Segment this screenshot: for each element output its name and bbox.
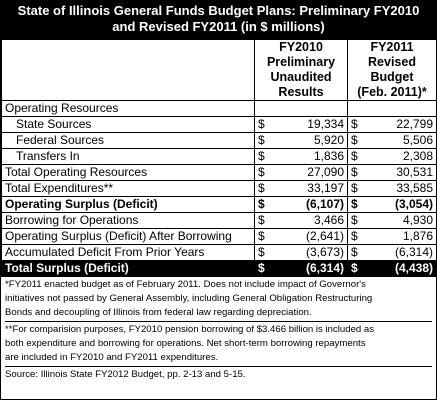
title-line-1: State of Illinois General Funds Budget P… xyxy=(17,3,420,18)
currency-cell: $ xyxy=(254,212,269,229)
table-row: Transfers In $ 1,836 $ 2,308 xyxy=(1,148,437,165)
table-row: Total Expenditures** $ 33,197 $ 33,585 xyxy=(1,180,437,197)
value-fy2010: 3,466 xyxy=(268,212,348,229)
value-fy2010: 1,836 xyxy=(268,148,348,165)
currency-cell: $ xyxy=(347,260,362,277)
currency-cell: $ xyxy=(254,180,269,197)
header-fy2010-line: Preliminary xyxy=(266,55,336,69)
value-fy2010: (6,107) xyxy=(268,196,348,213)
footnote-line: Bonds and decoupling of Illinois from fe… xyxy=(5,307,312,318)
currency-cell xyxy=(347,100,362,117)
header-fy2011: FY2011 Revised Budget (Feb. 2011)* xyxy=(346,39,437,101)
currency-cell: $ xyxy=(254,260,269,277)
value-fy2011: (4,438) xyxy=(361,260,437,277)
value-fy2010 xyxy=(268,100,348,117)
table-row: Federal Sources $ 5,920 $ 5,506 xyxy=(1,132,437,149)
header-row: FY2010 Preliminary Unaudited Results FY2… xyxy=(1,39,437,101)
footnote-line: *FY2011 enacted budget as of February 20… xyxy=(5,279,366,290)
currency-cell: $ xyxy=(347,164,362,181)
value-fy2010: (2,641) xyxy=(268,228,348,245)
value-fy2011: 22,799 xyxy=(361,116,437,133)
source-line: Source: Illinois State FY2012 Budget, pp… xyxy=(5,369,246,380)
row-label: Total Surplus (Deficit) xyxy=(1,260,255,277)
total-row: Total Surplus (Deficit) $ (6,314) $ (4,4… xyxy=(1,260,437,277)
currency-cell: $ xyxy=(347,116,362,133)
table-row: Borrowing for Operations $ 3,466 $ 4,930 xyxy=(1,212,437,229)
currency-cell: $ xyxy=(254,148,269,165)
value-fy2010: (3,673) xyxy=(268,244,348,261)
title-line-2: and Revised FY2011 (in $ millions) xyxy=(112,19,325,34)
header-fy2010: FY2010 Preliminary Unaudited Results xyxy=(254,39,348,101)
value-fy2011: 4,930 xyxy=(361,212,437,229)
row-label: Operating Surplus (Deficit) xyxy=(1,196,255,213)
footnote-2: **For comparision purposes, FY2010 pensi… xyxy=(5,323,432,367)
header-fy2010-line: FY2010 xyxy=(279,40,323,55)
row-label: Total Expenditures** xyxy=(1,180,255,197)
currency-cell: $ xyxy=(254,164,269,181)
currency-cell: $ xyxy=(254,196,269,213)
value-fy2010: 33,197 xyxy=(268,180,348,197)
header-fy2011-line: Revised xyxy=(368,55,416,69)
header-fy2010-line: Results xyxy=(278,85,324,99)
currency-cell: $ xyxy=(254,244,269,261)
table-row: Operating Surplus (Deficit) After Borrow… xyxy=(1,228,437,245)
value-fy2011: 5,506 xyxy=(361,132,437,149)
value-fy2011: (3,054) xyxy=(361,196,437,213)
value-fy2010: 5,920 xyxy=(268,132,348,149)
header-fy2011-line: Budget xyxy=(370,70,414,84)
currency-cell: $ xyxy=(347,244,362,261)
currency-cell: $ xyxy=(347,228,362,245)
header-fy2011-line: (Feb. 2011)* xyxy=(357,85,427,99)
currency-cell xyxy=(254,100,269,117)
row-label: State Sources xyxy=(1,116,255,133)
footnote-line: **For comparision purposes, FY2010 pensi… xyxy=(5,324,375,335)
value-fy2011 xyxy=(361,100,437,117)
row-label: Transfers In xyxy=(1,148,255,165)
value-fy2010: (6,314) xyxy=(268,260,348,277)
header-fy2011-line: FY2011 xyxy=(370,40,414,55)
source-note: Source: Illinois State FY2012 Budget, pp… xyxy=(5,368,432,383)
currency-cell: $ xyxy=(347,132,362,149)
currency-cell: $ xyxy=(254,116,269,133)
row-label: Accumulated Deficit From Prior Years xyxy=(1,244,255,261)
row-label: Federal Sources xyxy=(1,132,255,149)
value-fy2011: (6,314) xyxy=(361,244,437,261)
table-row: Operating Surplus (Deficit) $ (6,107) $ … xyxy=(1,196,437,213)
footnote-line: initiatives not passed by General Assemb… xyxy=(5,293,373,304)
row-label: Operating Resources xyxy=(1,100,255,117)
footnotes: *FY2011 enacted budget as of February 20… xyxy=(1,277,436,383)
table-row: Total Operating Resources $ 27,090 $ 30,… xyxy=(1,164,437,181)
header-label-cell xyxy=(1,39,255,101)
row-label: Borrowing for Operations xyxy=(1,212,255,229)
footnote-line: are included in FY2010 and FY2011 expend… xyxy=(5,352,219,363)
value-fy2011: 33,585 xyxy=(361,180,437,197)
value-fy2011: 2,308 xyxy=(361,148,437,165)
value-fy2010: 19,334 xyxy=(268,116,348,133)
table-title: State of Illinois General Funds Budget P… xyxy=(1,1,436,39)
budget-table: FY2010 Preliminary Unaudited Results FY2… xyxy=(1,39,437,277)
currency-cell: $ xyxy=(347,180,362,197)
row-label: Total Operating Resources xyxy=(1,164,255,181)
currency-cell: $ xyxy=(347,196,362,213)
value-fy2011: 30,531 xyxy=(361,164,437,181)
currency-cell: $ xyxy=(347,212,362,229)
header-fy2010-line: Unaudited xyxy=(270,70,332,84)
footnote-line: both expenditure and borrowing for opera… xyxy=(5,338,366,349)
currency-cell: $ xyxy=(254,228,269,245)
value-fy2011: 1,876 xyxy=(361,228,437,245)
table-row: State Sources $ 19,334 $ 22,799 xyxy=(1,116,437,133)
footnote-1: *FY2011 enacted budget as of February 20… xyxy=(5,278,432,322)
value-fy2010: 27,090 xyxy=(268,164,348,181)
currency-cell: $ xyxy=(347,148,362,165)
currency-cell: $ xyxy=(254,132,269,149)
table-row: Operating Resources xyxy=(1,100,437,117)
table-row: Accumulated Deficit From Prior Years $ (… xyxy=(1,244,437,261)
row-label: Operating Surplus (Deficit) After Borrow… xyxy=(1,228,255,245)
